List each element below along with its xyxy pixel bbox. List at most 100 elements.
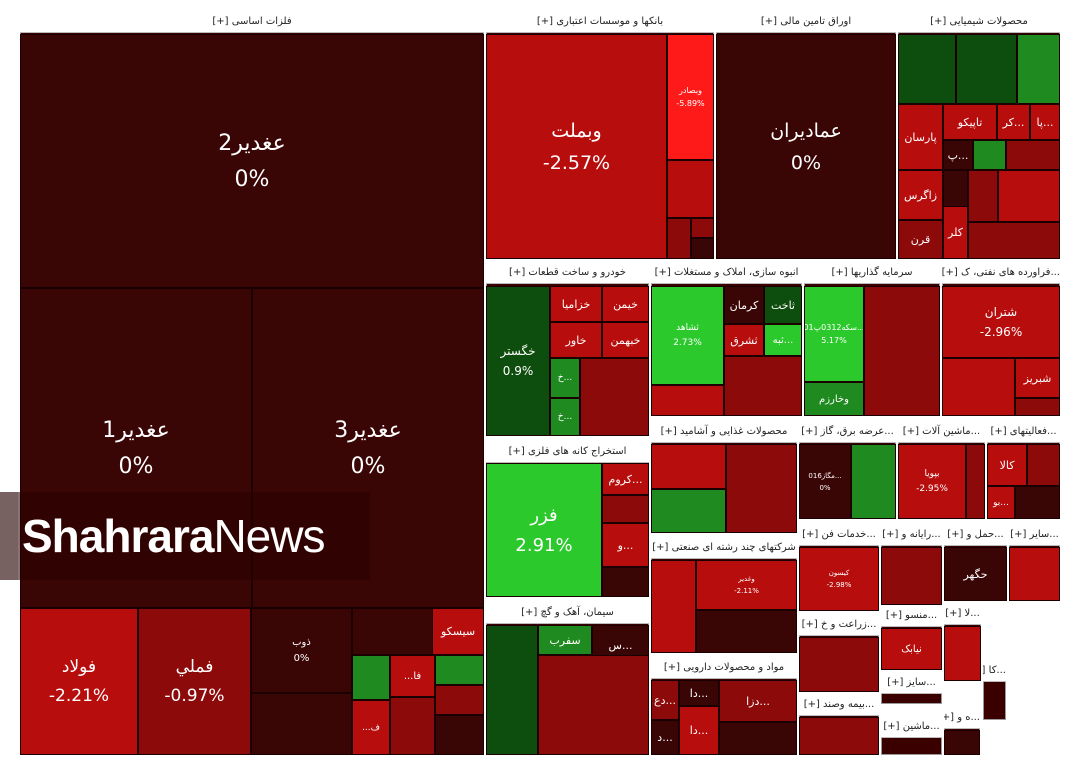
- small-stock-tile[interactable]: [1009, 547, 1060, 601]
- small-stock-tile[interactable]: [799, 717, 879, 755]
- stock-tile[interactable]: نیابک: [881, 628, 942, 670]
- small-stock-tile[interactable]: [580, 358, 649, 436]
- sector-header[interactable]: سرمایه گذاریها [+]: [804, 262, 940, 284]
- stock-tile[interactable]: کلر: [943, 206, 968, 259]
- stock-tile[interactable]: ...مگاز016 0%: [799, 444, 851, 519]
- sector-header[interactable]: ...زراعت و خ [+]: [799, 614, 879, 636]
- sector-header[interactable]: ...فعالیتهای [+]: [987, 421, 1060, 443]
- small-stock-tile[interactable]: [968, 170, 998, 222]
- small-stock-tile[interactable]: [726, 444, 797, 533]
- sector-header[interactable]: سیمان، آهک و گچ [+]: [486, 602, 649, 624]
- stock-tile[interactable]: ف...: [352, 700, 390, 755]
- stock-tile[interactable]: ثشرق: [724, 324, 764, 356]
- stock-tile[interactable]: قرن: [898, 220, 943, 259]
- stock-tile[interactable]: ...خ: [550, 358, 580, 398]
- sector-header[interactable]: ...منسو [+]: [881, 605, 942, 627]
- small-stock-tile[interactable]: [944, 626, 981, 681]
- small-stock-tile[interactable]: [1017, 34, 1060, 104]
- sector-header[interactable]: استخراج کانه های فلزی [+]: [486, 441, 649, 463]
- small-stock-tile[interactable]: [696, 610, 797, 653]
- stock-tile[interactable]: ...دع: [651, 680, 679, 720]
- stock-tile[interactable]: کیسون -2.98%: [799, 547, 879, 611]
- small-stock-tile[interactable]: [864, 286, 940, 416]
- sector-header[interactable]: شرکتهای چند رشته ای صنعتی [+]: [651, 537, 797, 559]
- small-stock-tile[interactable]: [667, 160, 714, 218]
- small-stock-tile[interactable]: [881, 547, 942, 605]
- stock-tile[interactable]: وبصادر -5.89%: [667, 34, 714, 160]
- sector-header[interactable]: مواد و محصولات دارویی [+]: [651, 657, 797, 679]
- stock-tile[interactable]: فا...: [390, 655, 435, 697]
- small-stock-tile[interactable]: [352, 655, 390, 700]
- small-stock-tile[interactable]: [538, 655, 649, 755]
- small-stock-tile[interactable]: [1006, 140, 1060, 170]
- stock-tile[interactable]: فملي -0.97%: [138, 608, 251, 755]
- stock-tile[interactable]: خیمن: [602, 286, 649, 322]
- stock-tile[interactable]: ...خ: [550, 398, 580, 436]
- sector-header[interactable]: ...کا [+]: [983, 660, 1006, 682]
- stock-tile[interactable]: ثاخت: [764, 286, 802, 324]
- stock-tile[interactable]: ...دا: [679, 680, 719, 706]
- stock-tile[interactable]: زاگرس: [898, 170, 943, 220]
- stock-tile[interactable]: ...کر: [997, 104, 1030, 140]
- stock-tile[interactable]: سیسکو: [432, 608, 484, 655]
- sector-header[interactable]: ...ماشین آلات [+]: [898, 421, 985, 443]
- stock-tile[interactable]: فزر 2.91%: [486, 463, 602, 597]
- small-stock-tile[interactable]: [1015, 398, 1060, 416]
- sector-header[interactable]: فلزات اساسی [+]: [20, 11, 484, 33]
- sector-header[interactable]: ...عرضه برق، گاز [+]: [799, 421, 896, 443]
- sector-header[interactable]: ...لا [+]: [944, 603, 981, 625]
- small-stock-tile[interactable]: [719, 722, 797, 755]
- stock-tile[interactable]: ...دزا: [719, 680, 797, 722]
- stock-tile[interactable]: عماديران 0%: [716, 34, 896, 259]
- stock-tile[interactable]: خبهمن: [602, 322, 649, 358]
- stock-tile[interactable]: فولاد -2.21%: [20, 608, 138, 755]
- small-stock-tile[interactable]: [944, 730, 980, 755]
- small-stock-tile[interactable]: [898, 34, 956, 104]
- small-stock-tile[interactable]: [942, 358, 1015, 416]
- stock-tile[interactable]: کالا: [987, 444, 1027, 486]
- small-stock-tile[interactable]: [691, 218, 714, 238]
- stock-tile[interactable]: خاور: [550, 322, 602, 358]
- small-stock-tile[interactable]: [390, 697, 435, 755]
- sector-header[interactable]: ...رایانه و [+]: [881, 524, 942, 546]
- stock-tile[interactable]: پارسان: [898, 104, 943, 170]
- small-stock-tile[interactable]: [998, 170, 1060, 222]
- small-stock-tile[interactable]: [486, 625, 538, 755]
- stock-tile[interactable]: ...پا: [1030, 104, 1060, 140]
- sector-header[interactable]: ...خدمات فن [+]: [799, 524, 879, 546]
- small-stock-tile[interactable]: [651, 444, 726, 489]
- stock-tile[interactable]: حگهر: [944, 547, 1007, 601]
- sector-header[interactable]: اوراق تامین مالی [+]: [716, 11, 896, 33]
- sector-header[interactable]: خودرو و ساخت قطعات [+]: [486, 262, 649, 284]
- stock-tile[interactable]: ...د: [651, 720, 679, 755]
- stock-tile[interactable]: بپویا -2.95%: [898, 444, 966, 519]
- stock-tile[interactable]: ...کروم: [602, 463, 649, 495]
- small-stock-tile[interactable]: [602, 495, 649, 523]
- small-stock-tile[interactable]: [602, 567, 649, 597]
- small-stock-tile[interactable]: [1015, 486, 1060, 519]
- stock-tile[interactable]: ذوب 0%: [251, 608, 352, 693]
- stock-tile[interactable]: ...و: [602, 523, 649, 567]
- stock-tile[interactable]: خزامیا: [550, 286, 602, 322]
- stock-tile[interactable]: خگستر 0.9%: [486, 286, 550, 436]
- sector-header[interactable]: ...سایر [+]: [1009, 524, 1060, 546]
- sector-header[interactable]: ...حمل و [+]: [944, 524, 1007, 546]
- stock-tile[interactable]: وبملت -2.57%: [486, 34, 667, 259]
- small-stock-tile[interactable]: [1027, 444, 1060, 486]
- small-stock-tile[interactable]: [435, 655, 484, 685]
- small-stock-tile[interactable]: [851, 444, 896, 519]
- small-stock-tile[interactable]: [667, 218, 691, 259]
- small-stock-tile[interactable]: [724, 356, 802, 416]
- stock-tile[interactable]: ...پ: [943, 140, 973, 170]
- sector-header[interactable]: انبوه سازی، املاک و مستغلات [+]: [651, 262, 802, 284]
- sector-header[interactable]: ...فراورده های نفتی، ک [+]: [942, 262, 1060, 284]
- stock-tile[interactable]: وخارزم: [804, 382, 864, 416]
- stock-tile[interactable]: سفرب: [538, 625, 592, 655]
- stock-tile[interactable]: ...بو: [987, 486, 1015, 519]
- small-stock-tile[interactable]: [799, 637, 879, 692]
- sector-header[interactable]: محصولات شیمیایی [+]: [898, 11, 1060, 33]
- stock-tile[interactable]: ...ثبه: [764, 324, 802, 356]
- stock-tile[interactable]: عغدیر2 0%: [20, 34, 484, 288]
- sector-header[interactable]: ...ه و [+]: [944, 707, 980, 729]
- stock-tile[interactable]: شتران -2.96%: [942, 286, 1060, 358]
